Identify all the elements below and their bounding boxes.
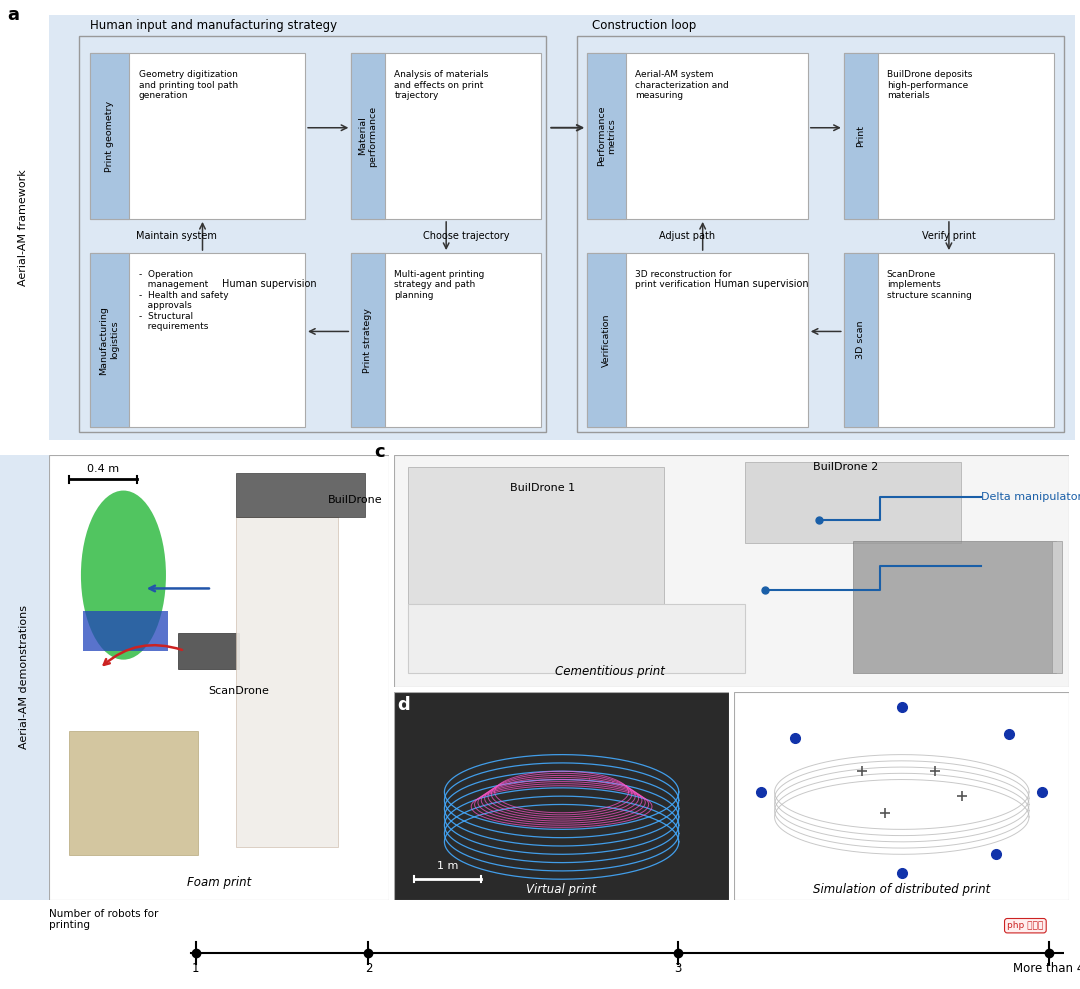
Bar (588, 253, 626, 427)
Bar (90, 253, 305, 427)
Text: Adjust path: Adjust path (659, 231, 715, 241)
Text: Material
performance: Material performance (357, 106, 377, 166)
Bar (235, 473, 365, 517)
Text: BuilDrone: BuilDrone (327, 494, 382, 505)
Text: Number of robots for
printing: Number of robots for printing (49, 909, 158, 931)
Text: Virtual print: Virtual print (526, 883, 597, 896)
Bar (1052, 541, 1063, 674)
Text: ScanDrone: ScanDrone (208, 686, 270, 696)
Bar (408, 467, 664, 606)
Bar (843, 253, 1054, 427)
Bar (853, 541, 1056, 674)
Text: 3D reconstruction for
print verification: 3D reconstruction for print verification (635, 270, 732, 290)
Text: Aerial-AM system
characterization and
measuring: Aerial-AM system characterization and me… (635, 70, 729, 100)
Bar (80, 36, 546, 431)
Text: a: a (8, 6, 19, 25)
Bar (588, 53, 626, 219)
Text: BuilDrone 2: BuilDrone 2 (813, 462, 878, 472)
Bar (588, 253, 808, 427)
Text: ScanDrone
implements
structure scanning: ScanDrone implements structure scanning (887, 270, 972, 300)
Text: 3: 3 (674, 962, 681, 975)
Text: Multi-agent printing
strategy and path
planning: Multi-agent printing strategy and path p… (394, 270, 485, 300)
Text: Maintain system: Maintain system (136, 231, 217, 241)
Text: Performance
metrics: Performance metrics (597, 106, 617, 166)
Bar (178, 633, 239, 669)
Bar (83, 610, 167, 651)
Text: Aerial-AM demonstrations: Aerial-AM demonstrations (19, 605, 29, 750)
Bar (351, 53, 386, 219)
Text: -  Operation
   management
-  Health and safety
   approvals
-  Structural
   re: - Operation management - Health and safe… (139, 270, 229, 331)
Text: 0.4 m: 0.4 m (87, 464, 119, 474)
Text: Print strategy: Print strategy (363, 308, 373, 373)
Text: Cementitious print: Cementitious print (555, 665, 665, 678)
Bar (351, 253, 386, 427)
Text: Human supervision: Human supervision (714, 279, 809, 289)
Text: Geometry digitization
and printing tool path
generation: Geometry digitization and printing tool … (139, 70, 238, 100)
Bar (745, 462, 961, 543)
Bar (235, 517, 338, 847)
Text: Print: Print (855, 125, 865, 147)
Text: Aerial-AM framework: Aerial-AM framework (18, 169, 28, 286)
Bar (69, 731, 199, 855)
Text: BuilDrone 1: BuilDrone 1 (510, 483, 576, 493)
Bar (843, 53, 878, 219)
Text: Foam print: Foam print (187, 876, 251, 889)
Bar (843, 53, 1054, 219)
Text: Verify print: Verify print (922, 231, 976, 241)
Bar (90, 53, 305, 219)
Bar (90, 253, 129, 427)
Text: b: b (22, 459, 35, 478)
Text: Human input and manufacturing strategy: Human input and manufacturing strategy (90, 19, 337, 32)
Text: More than 4: More than 4 (1013, 962, 1080, 975)
Text: 1: 1 (192, 962, 200, 975)
Text: php 中文网: php 中文网 (1008, 921, 1043, 931)
Bar (577, 36, 1064, 431)
Text: Print geometry: Print geometry (105, 101, 113, 172)
Text: BuilDrone deposits
high-performance
materials: BuilDrone deposits high-performance mate… (887, 70, 972, 100)
Text: Choose trajectory: Choose trajectory (423, 231, 510, 241)
Text: d: d (397, 696, 410, 714)
Text: Analysis of materials
and effects on print
trajectory: Analysis of materials and effects on pri… (394, 70, 489, 100)
Text: Verification: Verification (603, 314, 611, 367)
Text: 3D scan: 3D scan (855, 320, 865, 359)
Bar (351, 253, 541, 427)
Text: c: c (374, 443, 384, 461)
Ellipse shape (81, 491, 166, 660)
Bar (90, 53, 129, 219)
Bar (843, 253, 878, 427)
Text: 1 m: 1 m (437, 860, 458, 871)
Text: Construction loop: Construction loop (592, 19, 697, 32)
Text: Simulation of distributed print: Simulation of distributed print (813, 883, 990, 896)
Bar (408, 603, 745, 674)
Bar (588, 53, 808, 219)
Text: 2: 2 (365, 962, 373, 975)
Text: Human supervision: Human supervision (221, 279, 316, 289)
Text: Delta manipulator: Delta manipulator (982, 492, 1080, 501)
Text: Manufacturing
logistics: Manufacturing logistics (99, 306, 119, 375)
Bar (351, 53, 541, 219)
